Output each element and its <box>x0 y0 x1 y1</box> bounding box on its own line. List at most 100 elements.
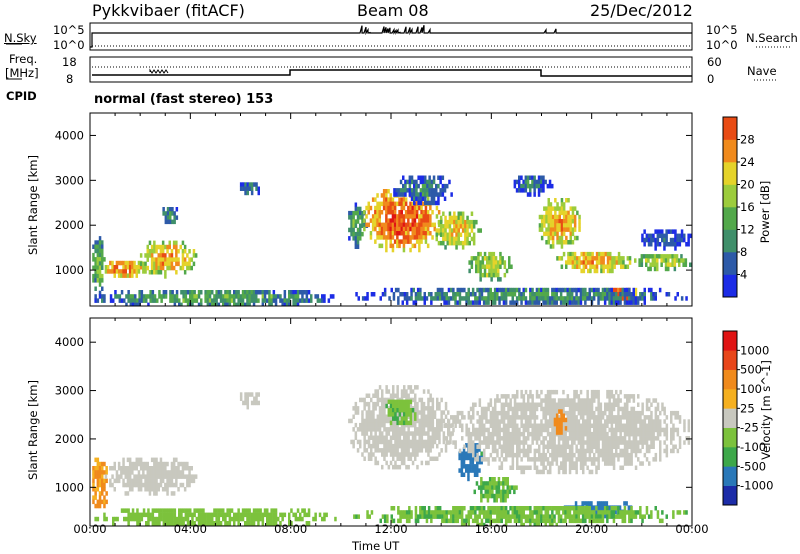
x-tick-label: 20:00 <box>575 522 608 536</box>
colorbar-tick-label: -500 <box>740 459 766 473</box>
x-tick-label: 04:00 <box>174 522 207 536</box>
nsky-label: N.Sky <box>4 31 37 45</box>
cpid-value: normal (fast stereo) 153 <box>94 92 274 107</box>
heatmap-region <box>538 198 581 249</box>
heatmap-cells <box>92 175 692 306</box>
heatmap-region <box>473 477 518 503</box>
heatmap-region <box>468 251 513 282</box>
freq-panel-frame <box>89 56 693 83</box>
colorbar-swatch <box>723 408 737 428</box>
x-tick-label: 08:00 <box>274 522 307 536</box>
colorbar-swatch <box>723 427 737 448</box>
colorbar-swatch <box>723 207 737 230</box>
heatmap-region <box>92 457 108 509</box>
colorbar-swatch <box>723 162 737 185</box>
colorbar-swatch <box>723 466 737 486</box>
freq-label: Freq. <box>9 52 38 66</box>
freq-tick-8: 8 <box>66 72 74 86</box>
colorbar-swatch <box>723 350 737 370</box>
heatmap-region <box>553 409 568 435</box>
colorbar-tick-label: 20 <box>740 178 755 192</box>
nsky-traces <box>90 25 692 48</box>
nsky-panel-frame <box>89 22 693 51</box>
heatmap-region <box>139 240 198 279</box>
heatmap-region <box>353 506 688 526</box>
heatmap-region <box>162 207 179 225</box>
cpid-label: CPID <box>6 89 37 103</box>
y-tick-label: 1000 <box>55 480 84 494</box>
heatmap-region <box>641 229 692 251</box>
nsearch-label: N.Search <box>746 31 798 45</box>
colorbar-swatch <box>723 139 737 163</box>
nave-tick-60: 60 <box>707 55 722 69</box>
colorbar-swatch <box>723 117 737 140</box>
date-title: 25/Dec/2012 <box>590 1 693 20</box>
nave-tick-0: 0 <box>707 72 715 86</box>
beam-title: Beam 08 <box>357 1 429 20</box>
heatmap-region <box>239 182 260 196</box>
x-tick-label: 12:00 <box>374 522 407 536</box>
heatmap-region <box>355 287 688 305</box>
colorbar-tick-label: -25 <box>740 421 759 435</box>
colorbar-tick-label: 24 <box>740 155 755 169</box>
y-tick-label: 3000 <box>55 384 84 398</box>
nsearch-tick-bottom: 10^0 <box>706 38 738 52</box>
x-axis-ticks: 00:00 04:00 08:00 12:00 16:00 20:00 00:00 <box>73 522 708 536</box>
nsky-line <box>90 25 692 48</box>
colorbar-tick-label: 12 <box>740 223 755 237</box>
colorbar-tick-label: 16 <box>740 200 755 214</box>
colorbar-tick-label: 500 <box>740 363 762 377</box>
heatmap-region <box>92 236 106 296</box>
velocity-panel: 1000 2000 3000 4000 <box>55 317 693 527</box>
station-title: Pykkvibaer (fitACF) <box>92 1 245 20</box>
velocity-colorbar: 1000 500 100 25 -25 -100 -500 -1000 <box>722 330 773 506</box>
colorbar-tick-label: 8 <box>740 245 747 259</box>
x-axis-label: Time UT <box>352 539 400 553</box>
heatmap-region <box>94 290 335 306</box>
colorbar-swatch <box>723 229 737 253</box>
colorbar-swatch <box>723 389 737 409</box>
colorbar-swatch <box>723 369 737 390</box>
heatmap-region <box>435 211 482 250</box>
heatmap-region <box>239 392 260 410</box>
y-tick-label: 4000 <box>55 335 84 349</box>
nsky-tick-bottom: 10^0 <box>53 38 85 52</box>
freq-unit-label: [MHz] <box>5 66 39 80</box>
power-panel: 1000 2000 3000 4000 <box>55 112 693 307</box>
colorbar-tick-label: 25 <box>740 401 755 415</box>
heatmap-region <box>634 254 692 272</box>
colorbar-swatch <box>723 184 737 208</box>
freq-traces <box>92 66 692 77</box>
y-tick-label: 4000 <box>55 128 84 142</box>
heatmap-region <box>363 189 443 253</box>
colorbar-tick-label: -1000 <box>740 479 773 493</box>
nave-label: Nave <box>747 64 777 78</box>
power-colorbar: 4 8 12 16 20 24 28 <box>722 116 755 298</box>
colorbar-tick-label: 4 <box>740 268 747 282</box>
heatmap-region <box>94 508 337 526</box>
nsky-tick-top: 10^5 <box>53 23 85 37</box>
colorbar-frame <box>722 330 738 506</box>
y-tick-label: 2000 <box>55 218 84 232</box>
colorbar-swatch <box>723 252 737 275</box>
y-tick-label: 2000 <box>55 432 84 446</box>
x-tick-label: 00:00 <box>675 522 708 536</box>
heatmap-region <box>104 260 147 278</box>
heatmap-region <box>393 175 453 206</box>
nsearch-tick-top: 10^5 <box>706 23 738 37</box>
freq-tick-18: 18 <box>62 55 77 69</box>
colorbar-tick-label: -100 <box>740 440 766 454</box>
colorbar-swatch <box>723 274 737 298</box>
colorbar-swatch <box>723 485 737 506</box>
heatmap-region <box>104 457 198 496</box>
y-tick-label: 3000 <box>55 173 84 187</box>
y-tick-label: 1000 <box>55 263 84 277</box>
freq-jitter <box>149 68 169 74</box>
x-tick-label: 00:00 <box>73 522 106 536</box>
heatmap-region <box>348 202 369 249</box>
colorbar-swatch <box>723 331 737 351</box>
heatmap-region <box>385 399 417 426</box>
colorbar-tick-label: 100 <box>740 382 762 396</box>
x-tick-label: 16:00 <box>475 522 508 536</box>
heatmap-cells <box>92 385 691 526</box>
